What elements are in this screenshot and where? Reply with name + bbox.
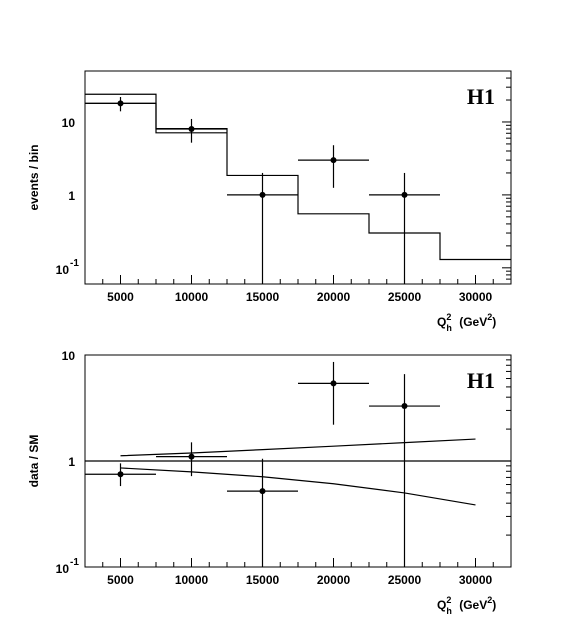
data-point <box>188 126 195 133</box>
x-axis-label-part: (GeV <box>456 315 487 329</box>
x-axis-label-part: (GeV <box>456 598 487 612</box>
x-axis-label-part: Q <box>437 598 446 612</box>
y-axis-label: events / bin <box>27 144 41 210</box>
x-tick-label: 15000 <box>246 573 280 587</box>
histogram-1 <box>85 93 511 261</box>
x-tick-label: 20000 <box>317 573 351 587</box>
x-tick-label: 10000 <box>175 290 209 304</box>
data-point <box>401 191 408 198</box>
x-tick-label: 30000 <box>459 573 493 587</box>
data-point <box>259 191 266 198</box>
x-axis-label-part: h <box>446 323 452 333</box>
x-axis-label-part: Q <box>437 315 446 329</box>
experiment-label: H1 <box>467 368 495 393</box>
x-tick-label: 15000 <box>246 290 280 304</box>
x-axis-label: Q2 h (GeV2) <box>437 595 496 616</box>
data-point <box>117 100 124 107</box>
y-tick-exponent: -1 <box>70 557 79 568</box>
x-axis-label-part: ) <box>492 315 496 329</box>
y-tick-exponent: -1 <box>70 258 79 269</box>
x-tick-label: 10000 <box>175 573 209 587</box>
data-point <box>401 403 408 410</box>
y-axis-label: data / SM <box>27 435 41 488</box>
x-axis-label-part: 2 <box>446 312 451 322</box>
data-point <box>188 453 195 460</box>
x-tick-label: 5000 <box>107 290 134 304</box>
x-axis-label-part: 2 <box>487 595 492 605</box>
y-tick-label: 10 <box>62 349 76 363</box>
data-point <box>259 488 266 495</box>
data-point <box>330 380 337 387</box>
y-tick-label: 1 <box>68 189 75 203</box>
data-point <box>117 471 124 478</box>
data-point <box>330 157 337 164</box>
y-tick-label: 1 <box>68 455 75 469</box>
band-upper-line <box>120 438 476 457</box>
x-tick-label: 25000 <box>388 290 422 304</box>
band-lower-line <box>120 467 476 506</box>
y-tick-label: 10 <box>56 263 70 277</box>
x-axis-label-part: ) <box>492 598 496 612</box>
x-tick-label: 30000 <box>459 290 493 304</box>
x-tick-label: 25000 <box>388 573 422 587</box>
experiment-label: H1 <box>467 84 495 109</box>
x-axis-label-part: 2 <box>487 312 492 322</box>
x-tick-label: 5000 <box>107 573 134 587</box>
x-tick-label: 20000 <box>317 290 351 304</box>
y-tick-label: 10 <box>56 562 70 576</box>
x-axis-label-part: h <box>446 606 452 616</box>
y-tick-label: 10 <box>62 116 76 130</box>
x-axis-label: Q2 h (GeV2) <box>437 312 496 333</box>
x-axis-label-part: 2 <box>446 595 451 605</box>
